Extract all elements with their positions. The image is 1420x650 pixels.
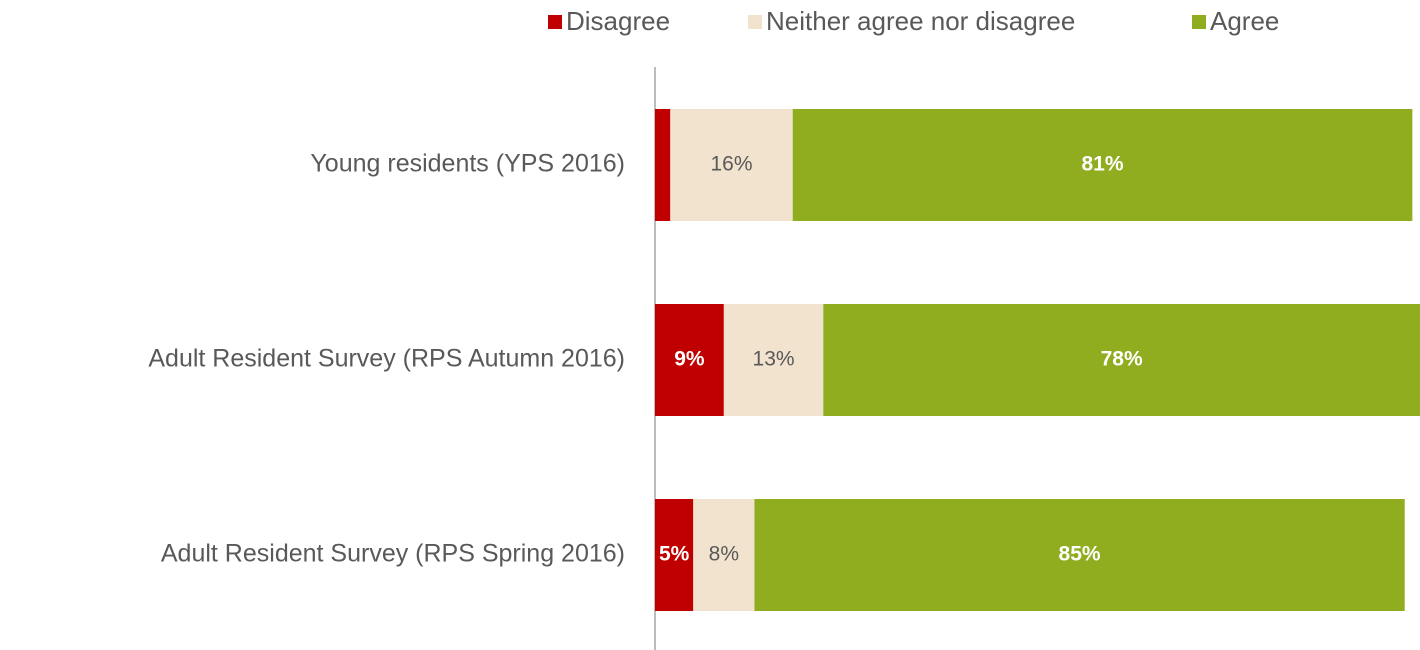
bar-segment: [655, 499, 694, 611]
bar-segment: [823, 304, 1420, 416]
data-label: 85%: [1059, 543, 1101, 566]
y-tick-label: Young residents (YPS 2016): [310, 150, 625, 178]
bar-segment: [655, 304, 724, 416]
legend-label: Agree: [1210, 6, 1279, 36]
bar-segment: [655, 109, 671, 221]
bar-segment: [754, 499, 1405, 611]
legend-swatch: [548, 15, 562, 29]
data-label: 16%: [710, 153, 752, 176]
data-label: 9%: [674, 348, 705, 371]
data-label: 13%: [753, 348, 795, 371]
y-tick-label: Adult Resident Survey (RPS Autumn 2016): [148, 345, 625, 373]
bar-segment: [723, 304, 824, 416]
data-label: 5%: [659, 543, 690, 566]
bar-segment: [670, 109, 793, 221]
legend-swatch: [1192, 15, 1206, 29]
y-tick-label: Adult Resident Survey (RPS Spring 2016): [161, 540, 625, 568]
bar-segment: [693, 499, 755, 611]
data-label: 78%: [1101, 348, 1143, 371]
data-label: 8%: [709, 543, 739, 566]
bar-segment: [792, 109, 1413, 221]
legend-label: Neither agree nor disagree: [766, 6, 1075, 36]
data-label: 81%: [1082, 153, 1124, 176]
legend-label: Disagree: [566, 6, 670, 36]
legend-swatch: [748, 15, 762, 29]
